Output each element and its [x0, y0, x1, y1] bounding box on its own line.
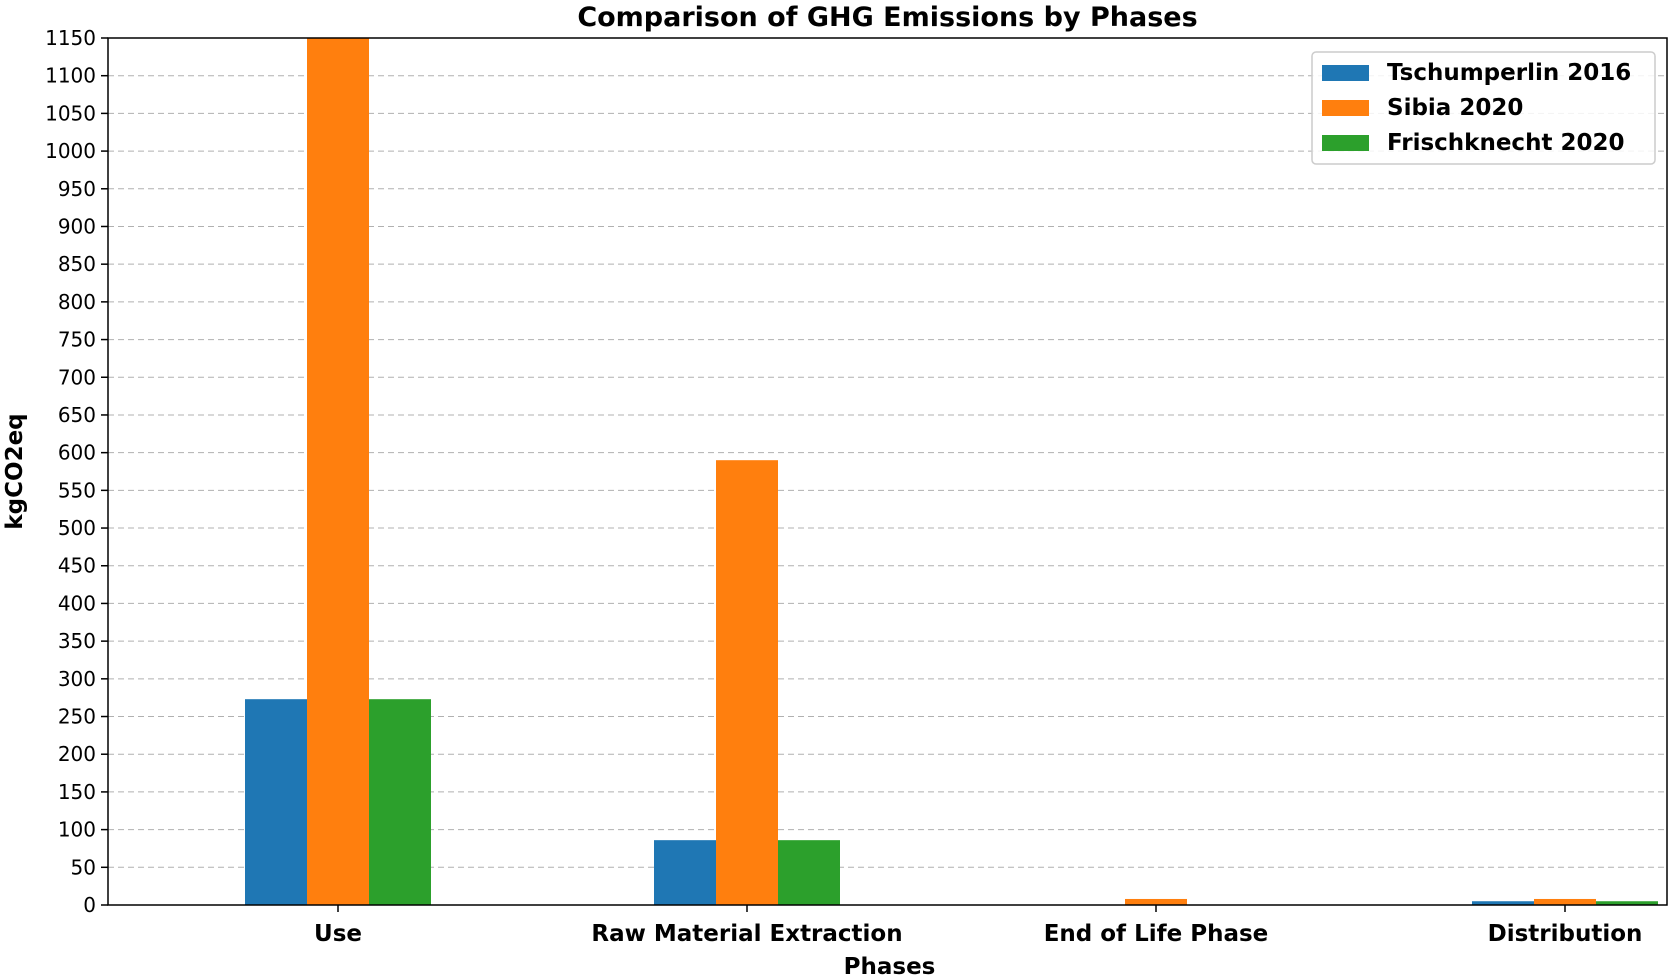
y-tick-label: 650: [58, 403, 96, 427]
x-tick-label: End of Life Phase: [1044, 921, 1269, 947]
legend-box: [1311, 51, 1656, 165]
y-tick-label: 400: [58, 591, 96, 615]
y-tick-label: 1100: [45, 64, 96, 88]
legend: Tschumperlin 2016 Sibia 2020 Frischknecht …: [1311, 51, 1656, 165]
y-tick-label: 1050: [45, 101, 96, 125]
legend-label: Frischknecht 2020: [1387, 130, 1624, 156]
y-tick-label: 250: [58, 705, 96, 729]
y-tick-label: 150: [58, 780, 96, 804]
bar-tschumperlin-2016-raw-material-extraction: [654, 840, 716, 905]
y-tick-label: 800: [58, 290, 96, 314]
bar-sibia-2020-raw-material-extraction: [716, 460, 778, 905]
legend-label: Tschumperlin 2016: [1387, 60, 1631, 86]
x-tick-label: Use: [314, 921, 362, 947]
bar-frischknecht-2020-use: [369, 699, 431, 905]
x-ticks: Use Raw Material Extraction End of Life Ph…: [314, 905, 1642, 947]
bar-tschumperlin-2016-distribution: [1472, 901, 1534, 905]
y-axis-label: kgCO2eq: [2, 413, 28, 529]
x-tick-label: Distribution: [1488, 921, 1643, 947]
y-tick-label: 450: [58, 554, 96, 578]
chart-title: Comparison of GHG Emissions by Phases: [577, 2, 1197, 33]
legend-swatch: [1322, 135, 1369, 151]
x-axis-label: Phases: [844, 954, 936, 978]
y-tick-label: 750: [58, 328, 96, 352]
legend-swatch: [1322, 65, 1369, 81]
y-tick-label: 700: [58, 365, 96, 389]
y-tick-label: 300: [58, 667, 96, 691]
y-tick-label: 600: [58, 441, 96, 465]
plot-frame: [107, 37, 1668, 906]
y-ticks: 0 50 100 150 200 250 300 350 400 450 500 550 600 650 7…: [45, 26, 108, 917]
y-tick-label: 100: [58, 818, 96, 842]
y-tick-label: 200: [58, 742, 96, 766]
bar-frischknecht-2020-raw-material-extraction: [778, 840, 840, 905]
bar-sibia-2020-end-of-life-phase: [1125, 898, 1187, 905]
bars: [245, 38, 1658, 905]
bar-tschumperlin-2016-use: [245, 699, 307, 905]
y-tick-label: 1150: [45, 26, 96, 50]
y-tick-label: 50: [71, 855, 96, 879]
x-tick-label: Raw Material Extraction: [591, 921, 902, 947]
y-tick-label: 550: [58, 478, 96, 502]
legend-label: Sibia 2020: [1387, 95, 1523, 121]
axes: [107, 37, 1668, 906]
y-tick-label: 500: [58, 516, 96, 540]
bar-sibia-2020-use: [307, 38, 369, 905]
y-tick-label: 900: [58, 214, 96, 238]
y-tick-label: 350: [58, 629, 96, 653]
bar-frischknecht-2020-distribution: [1596, 901, 1658, 905]
y-tick-label: 0: [83, 893, 96, 917]
y-tick-label: 950: [58, 177, 96, 201]
bar-sibia-2020-distribution: [1534, 898, 1596, 905]
legend-swatch: [1322, 100, 1369, 116]
y-tick-label: 850: [58, 252, 96, 276]
y-tick-label: 1000: [45, 139, 96, 163]
